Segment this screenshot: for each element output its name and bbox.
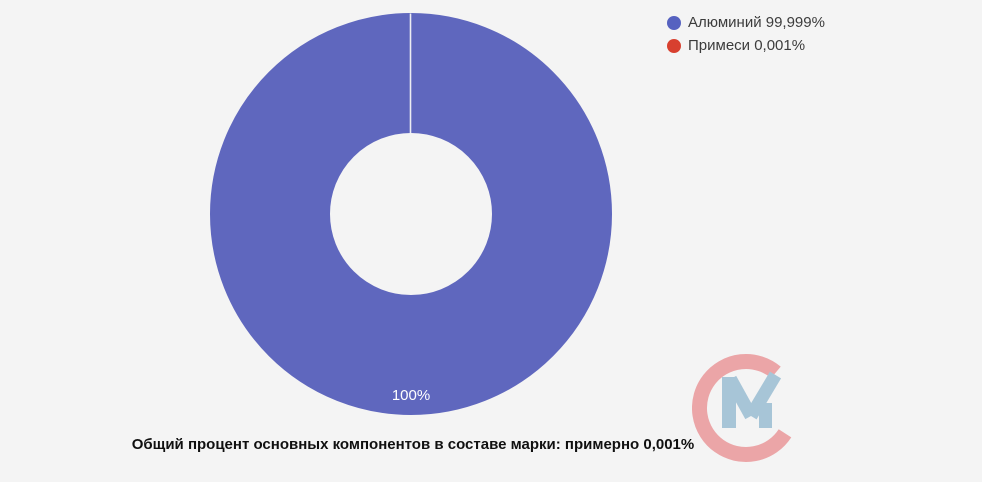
legend-item-aluminium[interactable]: Алюминий 99,999% xyxy=(667,11,825,34)
legend-item-primesi[interactable]: Примеси 0,001% xyxy=(667,34,825,57)
legend-dot-primesi-icon xyxy=(667,38,681,53)
chart-caption: Общий процент основных компонентов в сос… xyxy=(131,436,695,453)
slice-percentage-label: 100% xyxy=(392,387,430,404)
logo-c-shape xyxy=(692,354,792,462)
legend-item-label: Алюминий 99,999% xyxy=(688,14,825,31)
chart-legend: Алюминий 99,999% Примеси 0,001% xyxy=(667,11,825,57)
legend-item-label: Примеси 0,001% xyxy=(688,37,806,54)
legend-dot-aluminium-icon xyxy=(667,15,681,30)
cm-logo-watermark xyxy=(692,354,792,462)
logo-m-checkmark-icon xyxy=(722,371,782,428)
